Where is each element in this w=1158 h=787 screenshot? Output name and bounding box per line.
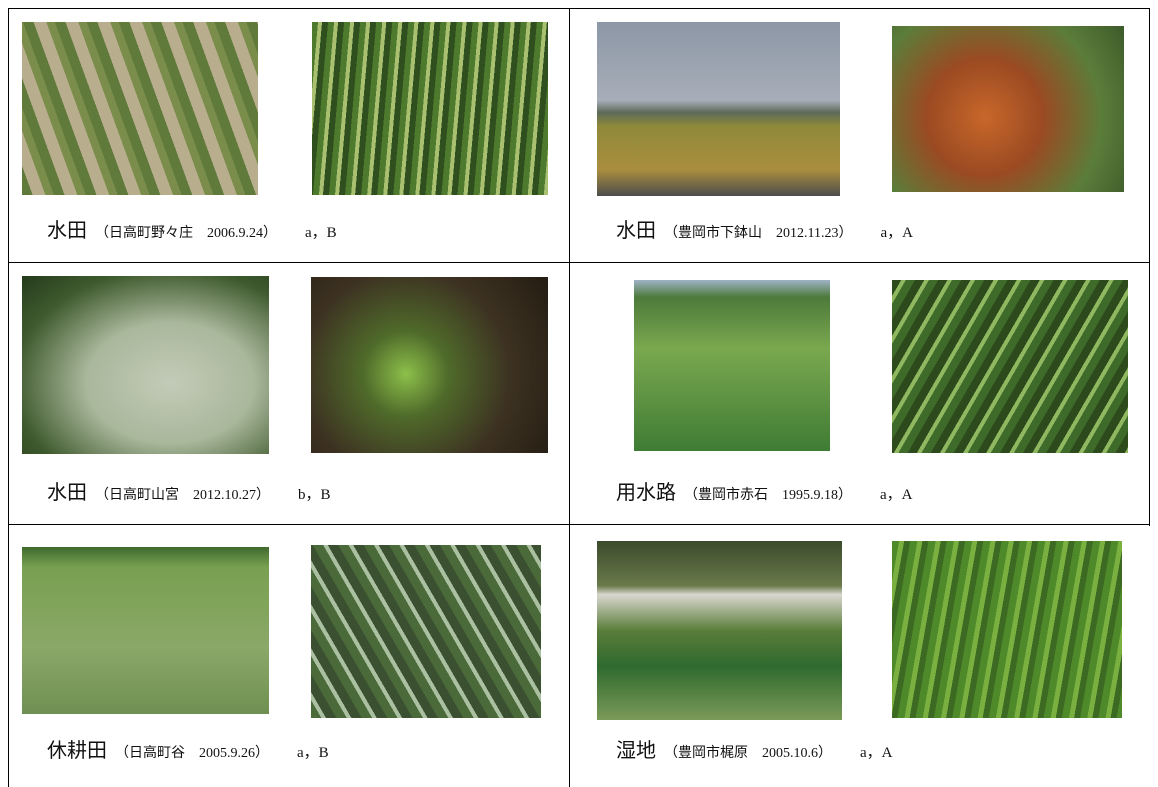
- grade: b，B: [298, 487, 331, 503]
- caption: 水田 （豊岡市下鉢山 2012.11.23） a，A: [616, 214, 913, 243]
- habitat: 休耕田: [47, 740, 107, 762]
- photo: [892, 280, 1128, 453]
- photo: [22, 547, 269, 714]
- caption: 水田 （日高町野々庄 2006.9.24） a，B: [47, 214, 337, 243]
- caption: 用水路 （豊岡市赤石 1995.9.18） a，A: [616, 476, 913, 505]
- location: （日高町谷 2005.9.26）: [115, 746, 269, 761]
- location: （豊岡市赤石 1995.9.18）: [684, 488, 852, 503]
- border: [1149, 8, 1150, 526]
- grade: a，A: [880, 225, 913, 241]
- location: （日高町山宮 2012.10.27）: [95, 488, 270, 503]
- grade: a，B: [297, 745, 329, 761]
- grade: a，B: [305, 225, 337, 241]
- habitat: 湿地: [616, 740, 656, 762]
- photo: [311, 545, 541, 718]
- location: （豊岡市下鉢山 2012.11.23）: [664, 226, 853, 241]
- grade: a，A: [880, 487, 913, 503]
- photo: [892, 26, 1124, 192]
- border: [8, 8, 9, 787]
- photo: [634, 280, 830, 451]
- location: （豊岡市梶原 2005.10.6）: [664, 746, 832, 761]
- habitat: 水田: [47, 482, 87, 504]
- caption: 水田 （日高町山宮 2012.10.27） b，B: [47, 476, 331, 505]
- habitat: 水田: [616, 220, 656, 242]
- photo: [22, 22, 258, 195]
- photo: [311, 277, 548, 453]
- border: [8, 8, 1150, 9]
- habitat: 用水路: [616, 482, 676, 504]
- grade: a，A: [860, 745, 893, 761]
- border: [8, 262, 1150, 263]
- photo: [892, 541, 1122, 718]
- caption: 湿地 （豊岡市梶原 2005.10.6） a，A: [616, 734, 893, 763]
- location: （日高町野々庄 2006.9.24）: [95, 226, 277, 241]
- border: [8, 524, 1150, 525]
- caption: 休耕田 （日高町谷 2005.9.26） a，B: [47, 734, 329, 763]
- photo: [312, 22, 548, 195]
- photo: [597, 22, 840, 196]
- habitat: 水田: [47, 220, 87, 242]
- border: [569, 8, 570, 787]
- photo: [22, 276, 269, 454]
- photo: [597, 541, 842, 720]
